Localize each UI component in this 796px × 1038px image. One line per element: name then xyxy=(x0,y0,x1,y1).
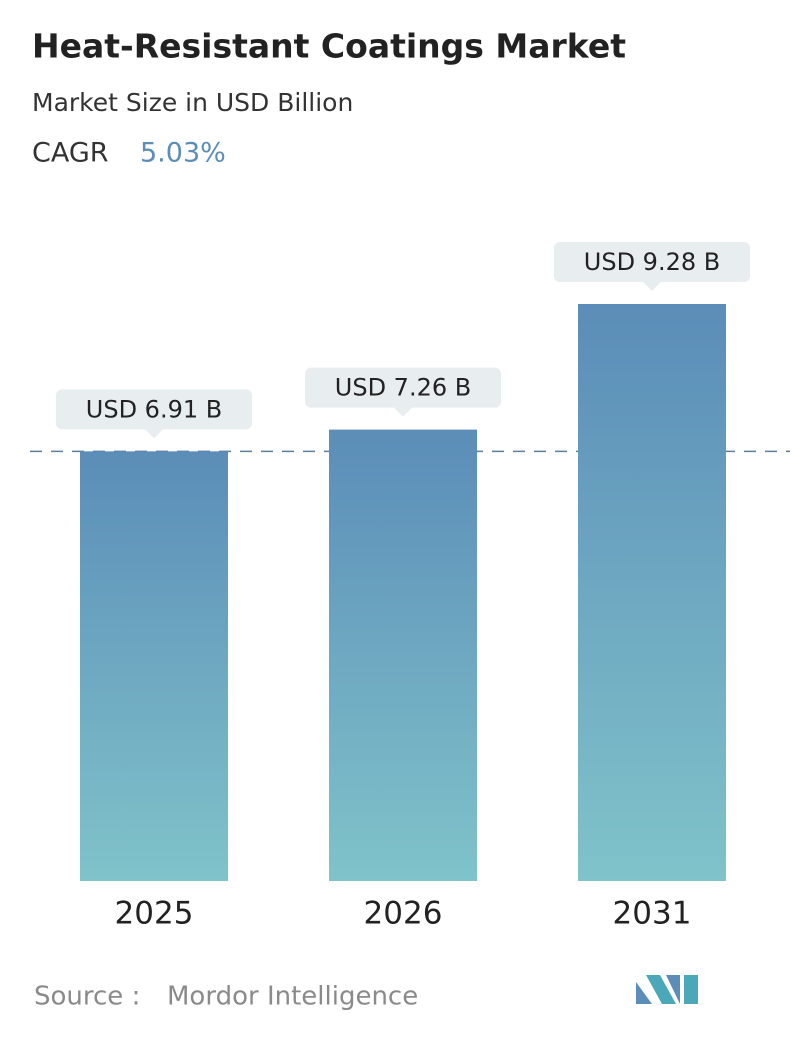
logo xyxy=(636,975,698,1004)
source: Mordor Intelligence xyxy=(167,982,418,1012)
x-tick-label: 2026 xyxy=(364,896,443,932)
bar xyxy=(578,304,726,881)
value-label-pointer xyxy=(145,429,163,439)
x-tick-label: 2025 xyxy=(115,896,194,932)
cagr-label: CAGR xyxy=(32,138,109,169)
chart-title: Heat-Resistant Coatings Market xyxy=(32,27,626,66)
bar xyxy=(80,451,228,881)
chart-subtitle: Market Size in USD Billion xyxy=(32,88,353,117)
value-label-pointer xyxy=(643,282,661,291)
cagr-value: 5.03% xyxy=(140,138,226,169)
value-label-box xyxy=(554,242,750,282)
value-label: USD 9.28 B xyxy=(584,248,720,276)
bar xyxy=(329,429,477,881)
value-label: USD 7.26 B xyxy=(335,374,471,402)
value-label-box xyxy=(305,367,501,408)
value-label: USD 6.91 B xyxy=(86,395,222,423)
x-tick-label: 2031 xyxy=(613,896,692,932)
source-label: Source : xyxy=(34,982,140,1012)
value-label-pointer xyxy=(394,407,412,417)
value-label-box xyxy=(56,389,252,430)
